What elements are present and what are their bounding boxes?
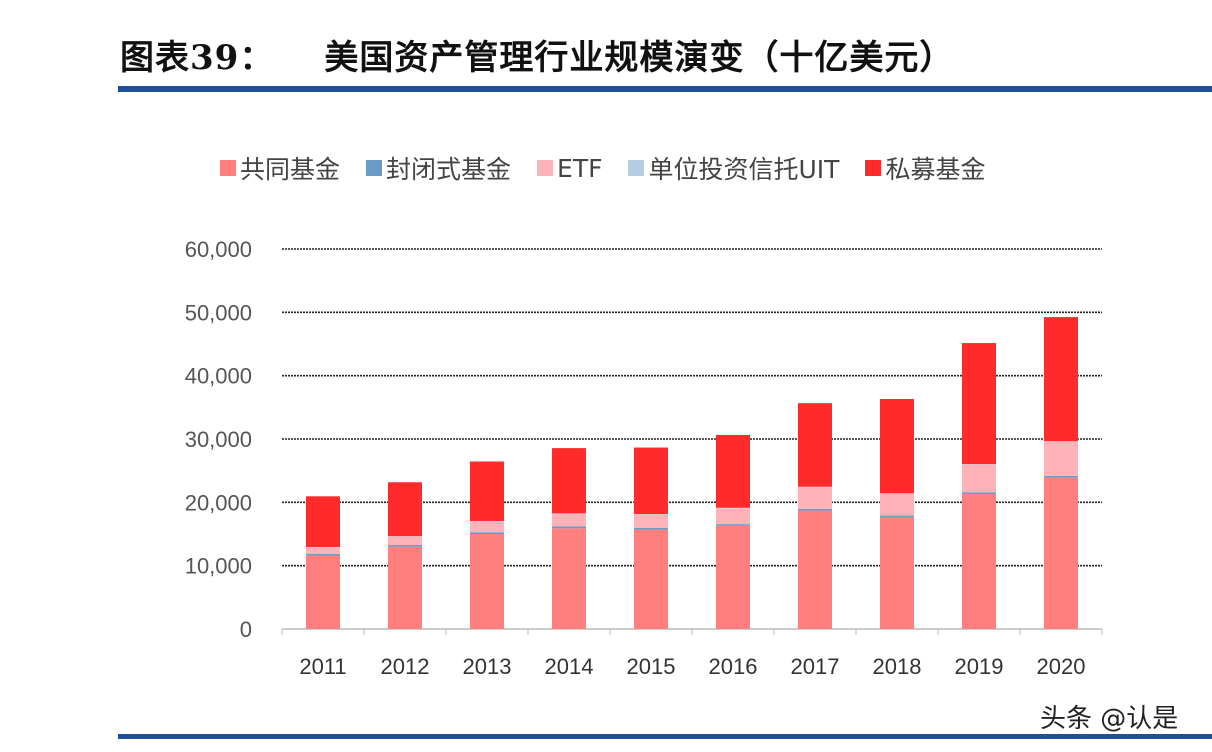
legend-label: 私募基金 [885, 155, 986, 184]
legend-swatch [537, 160, 554, 176]
legend-label: 单位投资信托UIT [648, 155, 840, 184]
bottom-divider [118, 734, 1212, 739]
y-tick-label: 0 [240, 617, 252, 642]
bar-segment [634, 527, 668, 530]
bar-segment [798, 403, 832, 487]
legend: 共同基金 封闭式基金 ETF 单位投资信托UIT 私募基金 [220, 150, 985, 186]
bar-segment [634, 529, 668, 629]
bar-segment [634, 447, 668, 515]
bar-segment [962, 464, 996, 493]
legend-item: 封闭式基金 [366, 150, 511, 186]
bar-segment [552, 513, 586, 527]
bar-segment [470, 521, 504, 533]
legend-label: 封闭式基金 [386, 155, 512, 184]
bar-segment [388, 545, 422, 547]
bar-segment [962, 494, 996, 629]
bar-segment [552, 526, 586, 529]
bar-segment [470, 532, 504, 534]
y-tick-label: 40,000 [185, 364, 252, 389]
bar-segment [470, 461, 504, 522]
bar-segment [1044, 475, 1078, 478]
bar-segment [634, 514, 668, 515]
x-tick-label: 2012 [381, 654, 430, 679]
legend-item: ETF [537, 150, 602, 186]
x-tick-label: 2011 [299, 654, 346, 679]
chart-title: 图表39： 美国资产管理行业规模演变（十亿美元） [120, 38, 955, 78]
bar-segment [962, 492, 996, 495]
bar-segment [1044, 477, 1078, 629]
bar-segment [470, 534, 504, 629]
bar-segment [798, 486, 832, 488]
bar-segment [880, 398, 914, 494]
x-tick-label: 2018 [873, 654, 922, 679]
legend-item: 私募基金 [865, 150, 985, 186]
top-divider [118, 86, 1212, 92]
bar-segment [798, 510, 832, 629]
legend-swatch [220, 160, 236, 176]
bar-segment [1044, 441, 1078, 476]
y-tick-label: 20,000 [185, 490, 252, 515]
bar-segment [1044, 317, 1078, 442]
legend-label: 共同基金 [240, 155, 341, 184]
y-tick-label: 60,000 [185, 237, 252, 262]
bar-segment [716, 524, 750, 526]
y-tick-label: 10,000 [185, 554, 252, 579]
bar-segment [306, 496, 340, 547]
legend-swatch [628, 160, 645, 176]
bar-segment [552, 448, 586, 514]
legend-label: ETF [557, 153, 603, 183]
legend-swatch [865, 160, 882, 176]
watermark: 头条 @认是 [1040, 704, 1179, 734]
bar-segment [388, 536, 422, 546]
bar-segment [388, 546, 422, 629]
legend-swatch [366, 160, 383, 176]
y-tick-label: 50,000 [185, 300, 252, 325]
x-tick-label: 2016 [709, 654, 758, 679]
x-tick-label: 2019 [955, 654, 1004, 679]
bar-segment [798, 508, 832, 511]
bar-segment [552, 528, 586, 629]
bar-segment [470, 521, 504, 522]
bar-segment [716, 507, 750, 509]
x-tick-label: 2014 [545, 654, 594, 679]
x-tick-label: 2015 [627, 654, 676, 679]
bar-segment [634, 514, 668, 528]
x-tick-label: 2017 [791, 654, 840, 679]
legend-item: 单位投资信托UIT [628, 150, 839, 186]
bar-segment [306, 547, 340, 555]
x-tick-label: 2013 [463, 654, 512, 679]
bar-segment [306, 554, 340, 556]
x-tick-label: 2020 [1037, 654, 1086, 679]
bar-segment [388, 482, 422, 537]
bar-segment [716, 525, 750, 629]
bar-segment [798, 487, 832, 509]
bar-segment [880, 516, 914, 629]
bar-segment [962, 343, 996, 465]
bar-segment [552, 513, 586, 514]
legend-item: 共同基金 [220, 150, 340, 186]
y-tick-label: 30,000 [185, 427, 252, 452]
bar-segment [306, 555, 340, 629]
bar-segment [880, 493, 914, 516]
bar-segment [716, 508, 750, 525]
bar-segment [880, 515, 914, 517]
bar-segment [716, 434, 750, 508]
